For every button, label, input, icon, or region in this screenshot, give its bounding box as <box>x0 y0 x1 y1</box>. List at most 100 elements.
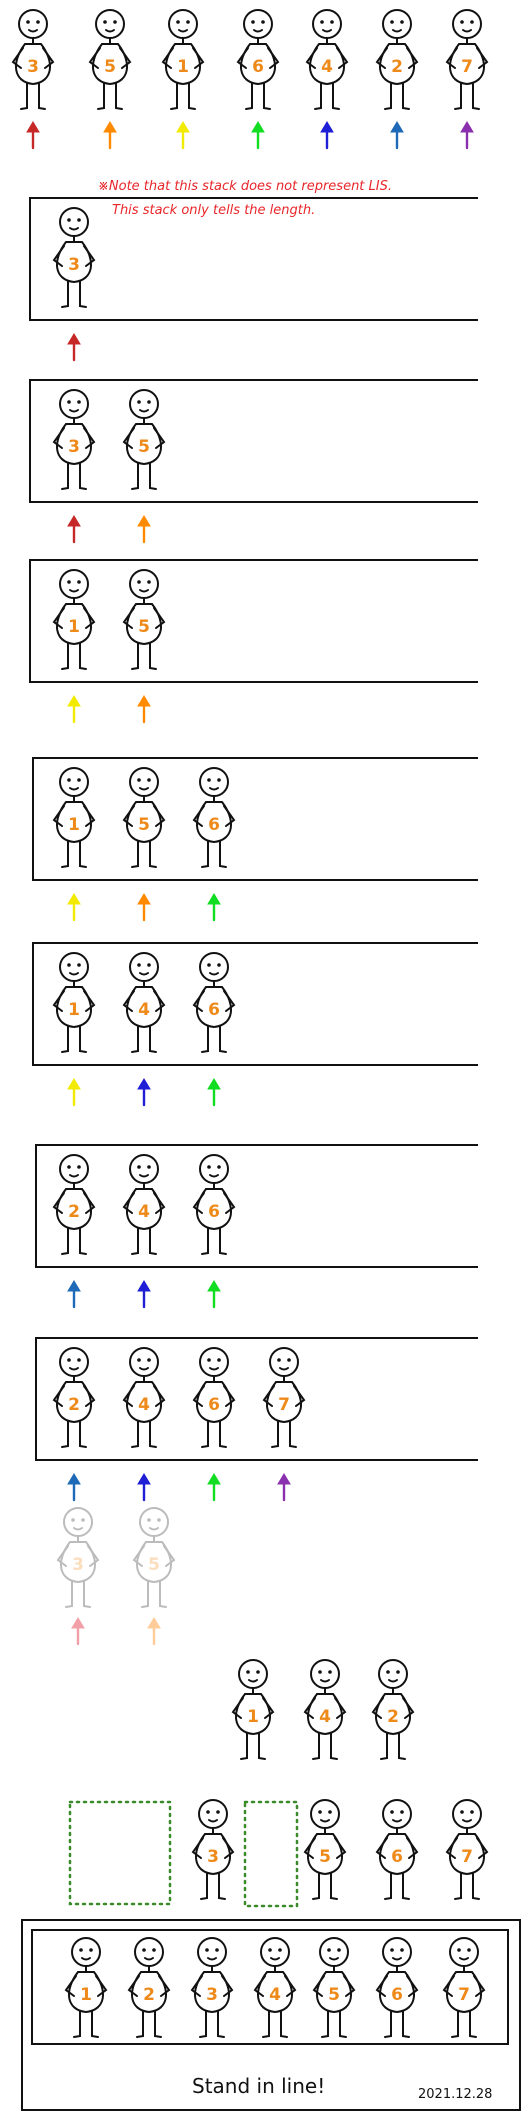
figure-number: 6 <box>208 1395 220 1415</box>
arrow-3-removed <box>72 1618 84 1644</box>
arrow-1-seq <box>177 122 189 148</box>
stick-figure-3-stack2: 3 <box>54 390 94 489</box>
figure-number: 2 <box>143 1985 155 2005</box>
figure-number: 1 <box>80 1985 92 2005</box>
stick-figure-7-seq: 7 <box>447 10 487 109</box>
arrow-4-stack5 <box>138 1079 150 1105</box>
stick-figure-1-stack4: 1 <box>54 768 94 867</box>
figure-number: 7 <box>278 1395 290 1415</box>
stick-figure-6-seq: 6 <box>238 10 278 109</box>
figure-number: 3 <box>68 437 80 457</box>
figure-number: 2 <box>391 57 403 77</box>
figure-layer: 3 5 1 6 4 2 733 51 51 5 61 4 62 4 62 4 6 73 51 4 23 5 6 71 2 3 4 5 6… <box>13 10 520 2110</box>
arrow-6-stack7 <box>208 1474 220 1500</box>
figure-number: 4 <box>321 57 333 77</box>
figure-number: 3 <box>207 1847 219 1867</box>
stack-box-7 <box>36 1338 478 1460</box>
stick-figure-4-seq: 4 <box>307 10 347 109</box>
placeholder-slot-1 <box>70 1802 170 1904</box>
figure-number: 3 <box>27 57 39 77</box>
figure-number: 1 <box>68 617 80 637</box>
stick-figure-3-seq: 3 <box>13 10 53 109</box>
arrow-4-stack6 <box>138 1281 150 1307</box>
note-line-1: ※Note that this stack does not represent… <box>98 179 392 194</box>
stick-figure-5-removed: 5 <box>134 1508 174 1607</box>
figure-number: 5 <box>138 437 150 457</box>
stick-figure-6-final: 6 <box>377 1938 417 2037</box>
arrow-1-stack5 <box>68 1079 80 1105</box>
stick-figure-1-final: 1 <box>66 1938 106 2037</box>
caption: Stand in line! <box>192 2074 325 2098</box>
figure-number: 6 <box>391 1847 403 1867</box>
arrow-1-stack3 <box>68 696 80 722</box>
figure-number: 5 <box>104 57 116 77</box>
arrow-5-stack2 <box>138 516 150 542</box>
figure-number: 7 <box>461 1847 473 1867</box>
arrow-3-stack1 <box>68 334 80 360</box>
stack-box-2 <box>30 380 478 502</box>
stick-figure-2-regroup: 2 <box>373 1660 413 1759</box>
figure-number: 6 <box>391 1985 403 2005</box>
figure-number: 3 <box>72 1555 84 1575</box>
stick-figure-2-seq: 2 <box>377 10 417 109</box>
stick-figure-1-stack5: 1 <box>54 953 94 1052</box>
stick-figure-6-stack4: 6 <box>194 768 234 867</box>
stack-box-4 <box>33 758 478 880</box>
arrow-2-seq <box>391 122 403 148</box>
arrow-6-stack6 <box>208 1281 220 1307</box>
arrow-4-seq <box>321 122 333 148</box>
arrow-2-stack6 <box>68 1281 80 1307</box>
figure-number: 5 <box>138 617 150 637</box>
arrow-3-seq <box>27 122 39 148</box>
figure-number: 4 <box>138 1202 150 1222</box>
arrow-6-stack4 <box>208 894 220 920</box>
arrow-5-removed <box>148 1618 160 1644</box>
figure-number: 4 <box>138 1395 150 1415</box>
stick-figure-4-stack7: 4 <box>124 1348 164 1447</box>
stick-figure-4-regroup: 4 <box>305 1660 345 1759</box>
figure-number: 4 <box>138 1000 150 1020</box>
figure-number: 6 <box>208 815 220 835</box>
stick-figure-4-stack6: 4 <box>124 1155 164 1254</box>
stick-figure-2-stack7: 2 <box>54 1348 94 1447</box>
stick-figure-6-stack5: 6 <box>194 953 234 1052</box>
stick-figure-6-stack7: 6 <box>194 1348 234 1447</box>
figure-number: 3 <box>206 1985 218 2005</box>
stick-figure-5-stack2: 5 <box>124 390 164 489</box>
stick-figure-5-waiting: 5 <box>305 1800 345 1899</box>
figure-number: 7 <box>458 1985 470 2005</box>
stack-box-3 <box>30 560 478 682</box>
figure-number: 1 <box>68 1000 80 1020</box>
stick-figure-4-stack5: 4 <box>124 953 164 1052</box>
stick-figure-5-final: 5 <box>314 1938 354 2037</box>
placeholder-slot-2 <box>245 1802 297 1906</box>
figure-number: 6 <box>252 57 264 77</box>
arrow-5-stack3 <box>138 696 150 722</box>
figure-number: 5 <box>319 1847 331 1867</box>
figure-number: 1 <box>177 57 189 77</box>
note-line-2: This stack only tells the length. <box>112 203 315 218</box>
arrow-3-stack2 <box>68 516 80 542</box>
arrow-6-stack5 <box>208 1079 220 1105</box>
arrow-5-seq <box>104 122 116 148</box>
figure-number: 6 <box>208 1202 220 1222</box>
arrow-2-stack7 <box>68 1474 80 1500</box>
figure-number: 4 <box>269 1985 281 2005</box>
stick-figure-7-stack7: 7 <box>264 1348 304 1447</box>
stack-box-5 <box>33 943 478 1065</box>
stick-figure-2-final: 2 <box>129 1938 169 2037</box>
figure-number: 1 <box>68 815 80 835</box>
stick-figure-1-stack3: 1 <box>54 570 94 669</box>
stick-figure-3-final: 3 <box>192 1938 232 2037</box>
stick-figure-3-removed: 3 <box>58 1508 98 1607</box>
figure-number: 6 <box>208 1000 220 1020</box>
figure-number: 2 <box>387 1707 399 1727</box>
stick-figure-7-waiting: 7 <box>447 1800 487 1899</box>
stick-figure-3-stack1: 3 <box>54 208 94 307</box>
figure-number: 2 <box>68 1395 80 1415</box>
arrow-1-stack4 <box>68 894 80 920</box>
stick-figure-2-stack6: 2 <box>54 1155 94 1254</box>
figure-number: 3 <box>68 255 80 275</box>
stick-figure-1-regroup: 1 <box>233 1660 273 1759</box>
